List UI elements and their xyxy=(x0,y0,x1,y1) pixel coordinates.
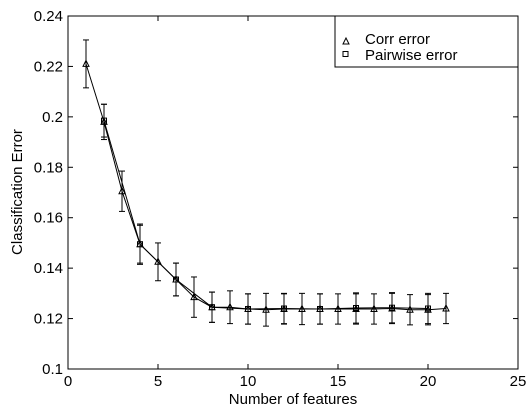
triangle-marker xyxy=(154,257,162,265)
y-tick-label: 0.2 xyxy=(42,109,63,126)
legend-label-pairwise: Pairwise error xyxy=(365,47,458,64)
legend-square-marker xyxy=(342,51,349,57)
y-tick-label: 0.24 xyxy=(34,8,63,25)
square-marker xyxy=(101,117,107,124)
series-line xyxy=(103,120,429,310)
square-marker xyxy=(245,306,251,312)
y-tick-label: 0.14 xyxy=(34,260,63,277)
x-tick-label: 20 xyxy=(420,373,437,390)
series-pairwise-error xyxy=(101,103,431,325)
y-tick-label: 0.12 xyxy=(34,311,63,328)
x-axis-label: Number of features xyxy=(229,391,357,408)
triangle-marker xyxy=(118,186,126,195)
triangle-marker xyxy=(82,59,90,67)
square-marker xyxy=(173,276,179,283)
triangle-marker xyxy=(406,305,414,313)
x-tick-label: 25 xyxy=(510,373,527,390)
square-marker xyxy=(317,306,323,312)
y-tick-label: 0.16 xyxy=(34,210,63,227)
square-marker xyxy=(137,241,143,248)
legend: Corr error Pairwise error xyxy=(334,15,519,68)
x-tick-label: 10 xyxy=(240,373,257,390)
legend-box xyxy=(334,15,519,68)
legend-triangle-marker xyxy=(342,36,350,45)
triangle-marker xyxy=(370,304,378,312)
square-marker xyxy=(209,304,215,311)
y-axis-label: Classification Error xyxy=(9,129,26,255)
triangle-marker xyxy=(190,292,198,301)
y-tick-label: 0.22 xyxy=(34,58,63,75)
series-layer xyxy=(82,39,450,327)
x-tick-labels: 0 5 10 15 20 25 xyxy=(64,373,527,390)
square-marker xyxy=(389,304,395,311)
y-tick-labels: 0.1 0.12 0.14 0.16 0.18 0.2 0.22 0.24 xyxy=(34,8,63,378)
square-marker xyxy=(425,305,431,312)
square-marker xyxy=(353,305,359,311)
y-tick-label: 0.1 xyxy=(42,361,63,378)
x-tick-label: 5 xyxy=(154,373,162,390)
x-tick-label: 15 xyxy=(330,373,347,390)
triangle-marker xyxy=(442,303,450,312)
plot-area xyxy=(67,15,519,370)
triangle-marker xyxy=(226,302,234,311)
y-tick-label: 0.18 xyxy=(34,159,63,176)
square-marker xyxy=(281,305,287,312)
x-tick-label: 0 xyxy=(64,373,72,390)
legend-label-corr: Corr error xyxy=(365,31,430,48)
